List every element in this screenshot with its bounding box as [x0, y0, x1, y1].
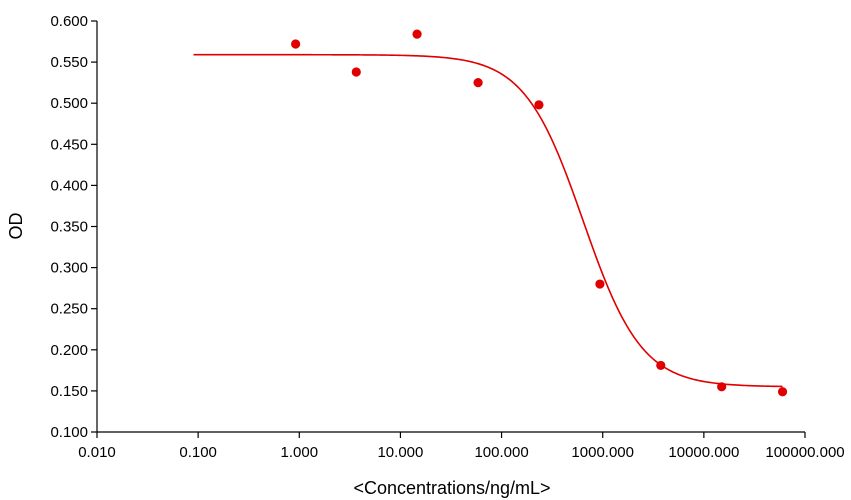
- x-tick-label: 0.100: [179, 444, 217, 461]
- data-point: [656, 360, 666, 371]
- y-tick-label: 0.400: [50, 177, 88, 194]
- data-point: [717, 382, 727, 392]
- data-point: [291, 39, 301, 49]
- x-tick-label: 0.010: [78, 444, 116, 461]
- y-tick-label: 0.300: [50, 260, 88, 277]
- data-point: [473, 78, 483, 88]
- y-tick-label: 0.500: [50, 95, 88, 112]
- x-tick-label: 10.000: [377, 444, 423, 461]
- data-points: [291, 29, 788, 397]
- y-tick-label: 0.100: [50, 424, 88, 441]
- x-tick-label: 100000.000: [765, 444, 844, 461]
- x-tick-label: 1.000: [281, 444, 319, 461]
- x-tick-label: 10000.000: [668, 444, 739, 461]
- y-axis-title: OD: [6, 212, 26, 239]
- x-axis-title: <Concentrations/ng/mL>: [353, 478, 550, 498]
- x-tick-label: 1000.000: [571, 444, 634, 461]
- y-tick-label: 0.350: [50, 219, 88, 236]
- data-point: [351, 67, 361, 77]
- data-point: [777, 387, 788, 397]
- y-tick-label: 0.550: [50, 54, 88, 71]
- fit-curve: [193, 53, 783, 388]
- data-point: [412, 29, 422, 39]
- y-tick-label: 0.250: [50, 301, 88, 318]
- y-tick-label: 0.150: [50, 383, 88, 400]
- y-tick-label: 0.200: [50, 342, 88, 359]
- y-tick-label: 0.600: [50, 13, 88, 30]
- x-axis: 0.010 0.100 1.000 10.000 100.000 1000.000 1000…: [78, 431, 845, 461]
- data-point: [534, 100, 544, 110]
- y-axis: 0.100 0.150 0.200 0.250 0.300 0.350 0.400 0.450…: [50, 13, 98, 441]
- y-tick-label: 0.450: [50, 136, 88, 153]
- data-point: [595, 279, 605, 289]
- x-tick-label: 100.000: [474, 444, 528, 461]
